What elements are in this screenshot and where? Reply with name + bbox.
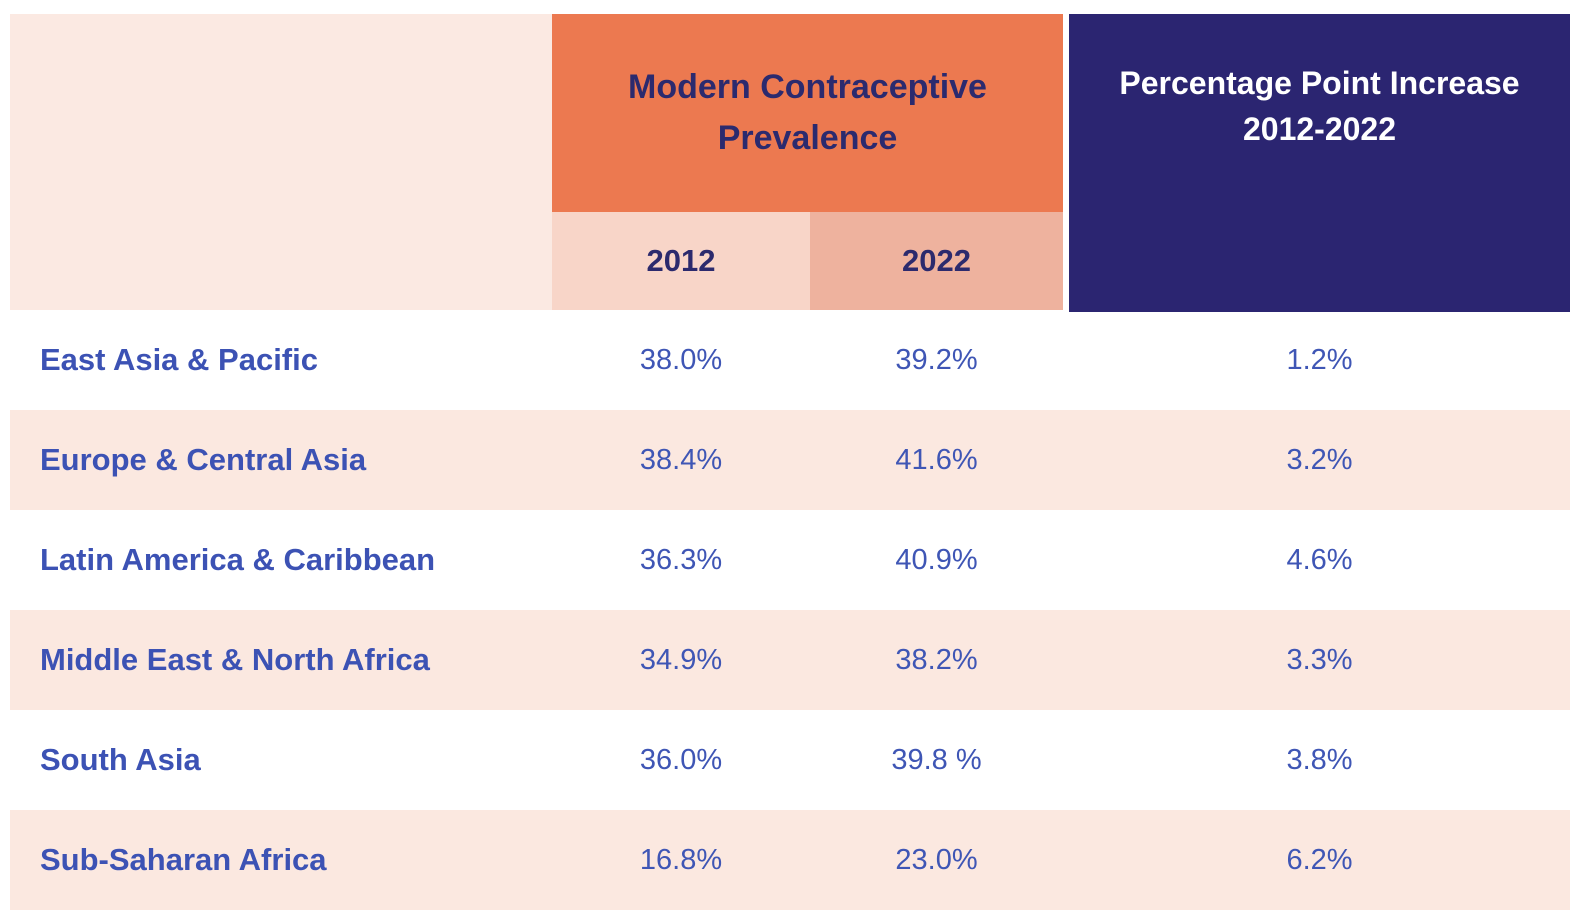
- value-2022: 38.2%: [895, 643, 978, 676]
- column-header-increase-label: Percentage Point Increase 2012-2022: [1119, 65, 1520, 148]
- value-2022: 41.6%: [895, 443, 978, 476]
- table-body: East Asia & Pacific 38.0% 39.2% 1.2% Eur…: [0, 310, 1584, 910]
- value-increase: 6.2%: [1286, 843, 1353, 876]
- value-2012: 38.4%: [639, 443, 723, 476]
- value-2022: 39.8 %: [891, 743, 982, 776]
- column-header-2022-label: 2022: [902, 243, 971, 278]
- value-increase: 3.3%: [1286, 643, 1353, 676]
- value-2012: 34.9%: [639, 643, 723, 676]
- table-row: Sub-Saharan Africa 16.8% 23.0% 6.2%: [0, 810, 1584, 910]
- table-row: Europe & Central Asia 38.4% 41.6% 3.2%: [0, 410, 1584, 510]
- column-header-2012-label: 2012: [646, 243, 716, 278]
- region-label: Europe & Central Asia: [40, 442, 367, 477]
- value-2022: 39.2%: [895, 343, 978, 376]
- region-label: South Asia: [40, 742, 201, 777]
- row-background: [10, 810, 1570, 910]
- region-label: Latin America & Caribbean: [40, 542, 436, 577]
- column-header-increase: Percentage Point Increase 2012-2022: [1069, 14, 1570, 312]
- group-header-title: Modern Contraceptive Prevalence: [628, 68, 987, 157]
- column-header-2012: 2012: [552, 212, 810, 310]
- value-increase: 4.6%: [1286, 543, 1353, 576]
- table-row: East Asia & Pacific 38.0% 39.2% 1.2%: [0, 310, 1584, 410]
- value-2022: 40.9%: [895, 543, 978, 576]
- row-background: [10, 610, 1570, 710]
- value-2012: 36.3%: [639, 543, 723, 576]
- region-label: East Asia & Pacific: [40, 342, 318, 377]
- row-background: [10, 410, 1570, 510]
- value-2012: 16.8%: [639, 843, 723, 876]
- value-2022: 23.0%: [895, 843, 978, 876]
- value-2012: 36.0%: [639, 743, 723, 776]
- table-row: South Asia 36.0% 39.8 % 3.8%: [0, 710, 1584, 810]
- group-header-prevalence: Modern Contraceptive Prevalence: [552, 14, 1063, 212]
- table-row: Middle East & North Africa 34.9% 38.2% 3…: [0, 610, 1584, 710]
- column-header-2022: 2022: [810, 212, 1063, 310]
- value-2012: 38.0%: [639, 343, 723, 376]
- value-increase: 3.8%: [1286, 743, 1353, 776]
- value-increase: 3.2%: [1286, 443, 1353, 476]
- table-row: Latin America & Caribbean 36.3% 40.9% 4.…: [0, 510, 1584, 610]
- region-label: Sub-Saharan Africa: [40, 842, 327, 877]
- top-left-empty-cell: [10, 14, 552, 310]
- value-increase: 1.2%: [1286, 343, 1353, 376]
- region-label: Middle East & North Africa: [40, 642, 430, 677]
